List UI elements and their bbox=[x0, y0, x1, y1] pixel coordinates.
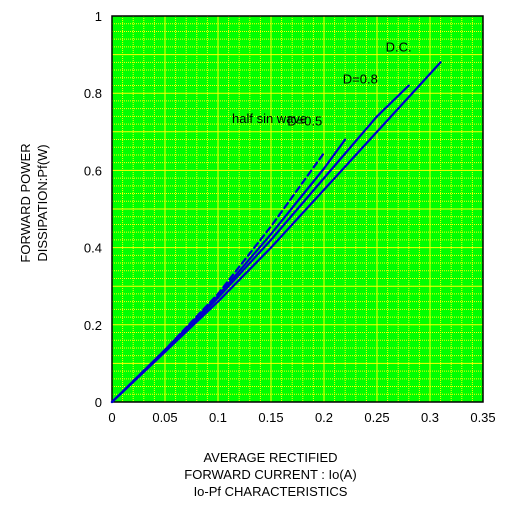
y-axis-label-line: FORWARD POWER bbox=[18, 143, 33, 262]
x-tick-label: 0.2 bbox=[315, 410, 333, 425]
y-tick-label: 0.4 bbox=[84, 241, 102, 256]
y-tick-label: 1 bbox=[95, 9, 102, 24]
series-line bbox=[110, 61, 442, 404]
x-tick-labels: 0 0.05 0.1 0.15 0.2 0.25 0.3 0.35 bbox=[108, 410, 495, 425]
y-tick-label: 0.2 bbox=[84, 318, 102, 333]
x-tick-label: 0.3 bbox=[421, 410, 439, 425]
curve-label: half sin wave bbox=[232, 111, 307, 126]
x-tick-label: 0.35 bbox=[470, 410, 495, 425]
series-lines bbox=[110, 61, 442, 404]
x-tick-label: 0.05 bbox=[152, 410, 177, 425]
x-axis-label-line: Io-Pf CHARACTERISTICS bbox=[194, 484, 348, 499]
y-tick-label: 0 bbox=[95, 395, 102, 410]
plot-frame bbox=[111, 15, 484, 403]
x-tick-label: 0 bbox=[108, 410, 115, 425]
grid-lines bbox=[112, 16, 483, 402]
x-tick-label: 0.1 bbox=[209, 410, 227, 425]
x-tick-label: 0.25 bbox=[364, 410, 389, 425]
y-axis-label: FORWARD POWER DISSIPATION:Pf(W) bbox=[18, 143, 50, 262]
x-axis-label: AVERAGE RECTIFIED FORWARD CURRENT : Io(A)… bbox=[184, 450, 356, 499]
curve-label: D=0.5 bbox=[287, 114, 322, 129]
y-tick-label: 0.6 bbox=[84, 163, 102, 178]
x-tick-label: 0.15 bbox=[258, 410, 283, 425]
y-tick-labels: 0 0.2 0.4 0.6 0.8 1 bbox=[84, 9, 102, 410]
curve-label: D.C. bbox=[386, 39, 412, 54]
y-tick-label: 0.8 bbox=[84, 86, 102, 101]
y-axis-label-line: DISSIPATION:Pf(W) bbox=[35, 144, 50, 261]
x-axis-label-line: FORWARD CURRENT : Io(A) bbox=[184, 467, 356, 482]
curve-label: D=0.8 bbox=[343, 71, 378, 86]
series-line bbox=[110, 138, 347, 404]
x-axis-label-line: AVERAGE RECTIFIED bbox=[203, 450, 337, 465]
